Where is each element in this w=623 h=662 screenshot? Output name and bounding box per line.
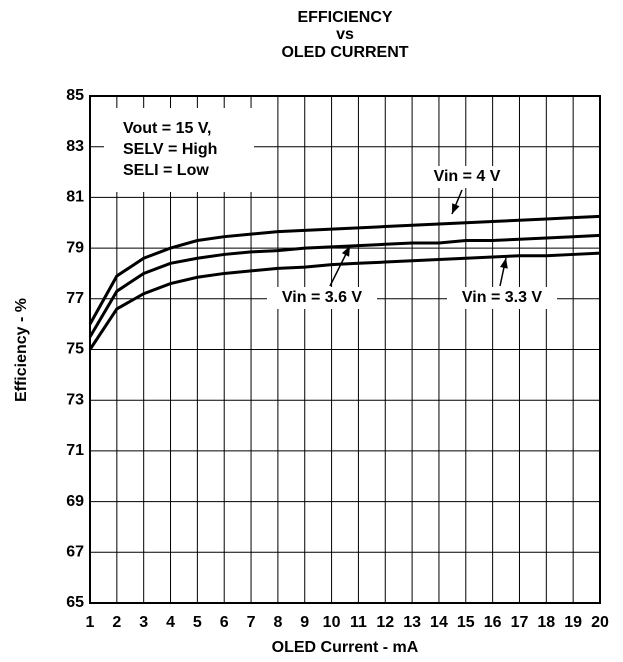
series-label: Vin = 3.3 V — [462, 289, 543, 306]
label-bg — [267, 287, 377, 309]
annotation-box — [104, 108, 254, 192]
y-tick-label: 75 — [66, 341, 84, 358]
x-tick-label: 9 — [300, 614, 309, 631]
x-tick-label: 19 — [564, 614, 582, 631]
y-tick-label: 77 — [66, 290, 84, 307]
chart-title: EFFICIENCY — [297, 9, 392, 26]
x-tick-label: 15 — [457, 614, 475, 631]
x-tick-label: 1 — [86, 614, 95, 631]
label-bg — [415, 166, 519, 188]
x-tick-label: 16 — [484, 614, 502, 631]
x-tick-label: 2 — [112, 614, 121, 631]
series-label: Vin = 4 V — [434, 168, 501, 185]
y-tick-label: 83 — [66, 138, 84, 155]
y-tick-label: 69 — [66, 493, 84, 510]
y-axis-label: Efficiency - % — [13, 298, 30, 402]
x-tick-label: 14 — [430, 614, 448, 631]
x-tick-label: 13 — [403, 614, 421, 631]
annotation: SELV = High — [123, 141, 217, 158]
y-tick-label: 73 — [66, 391, 84, 408]
y-tick-label: 67 — [66, 544, 84, 561]
y-tick-label: 71 — [66, 442, 84, 459]
annotation: Vout = 15 V, — [123, 120, 211, 137]
x-tick-label: 18 — [537, 614, 555, 631]
x-tick-label: 17 — [511, 614, 529, 631]
x-tick-label: 8 — [273, 614, 282, 631]
series-label: Vin = 3.6 V — [282, 289, 363, 306]
line-series — [88, 214, 601, 325]
line-series — [88, 233, 601, 338]
y-tick-label: 65 — [66, 594, 84, 611]
x-tick-label: 5 — [193, 614, 202, 631]
x-tick-label: 6 — [220, 614, 229, 631]
chart-title: OLED CURRENT — [281, 44, 408, 61]
x-tick-label: 10 — [323, 614, 341, 631]
label-bg — [447, 287, 557, 309]
x-axis-label: OLED Current - mA — [272, 639, 419, 656]
x-tick-label: 12 — [376, 614, 394, 631]
y-tick-label: 81 — [66, 189, 84, 206]
arrow-head — [499, 258, 508, 269]
x-tick-label: 3 — [139, 614, 148, 631]
x-tick-label: 4 — [166, 614, 175, 631]
x-tick-label: 7 — [247, 614, 256, 631]
x-tick-label: 11 — [350, 614, 367, 631]
y-tick-label: 85 — [66, 87, 84, 104]
y-tick-label: 79 — [66, 239, 84, 256]
x-tick-label: 20 — [591, 614, 609, 631]
annotation: SELI = Low — [123, 162, 209, 179]
arrow-head — [452, 203, 460, 214]
line-series — [88, 251, 601, 351]
chart-title: vs — [336, 26, 354, 43]
arrow-head — [341, 246, 350, 257]
